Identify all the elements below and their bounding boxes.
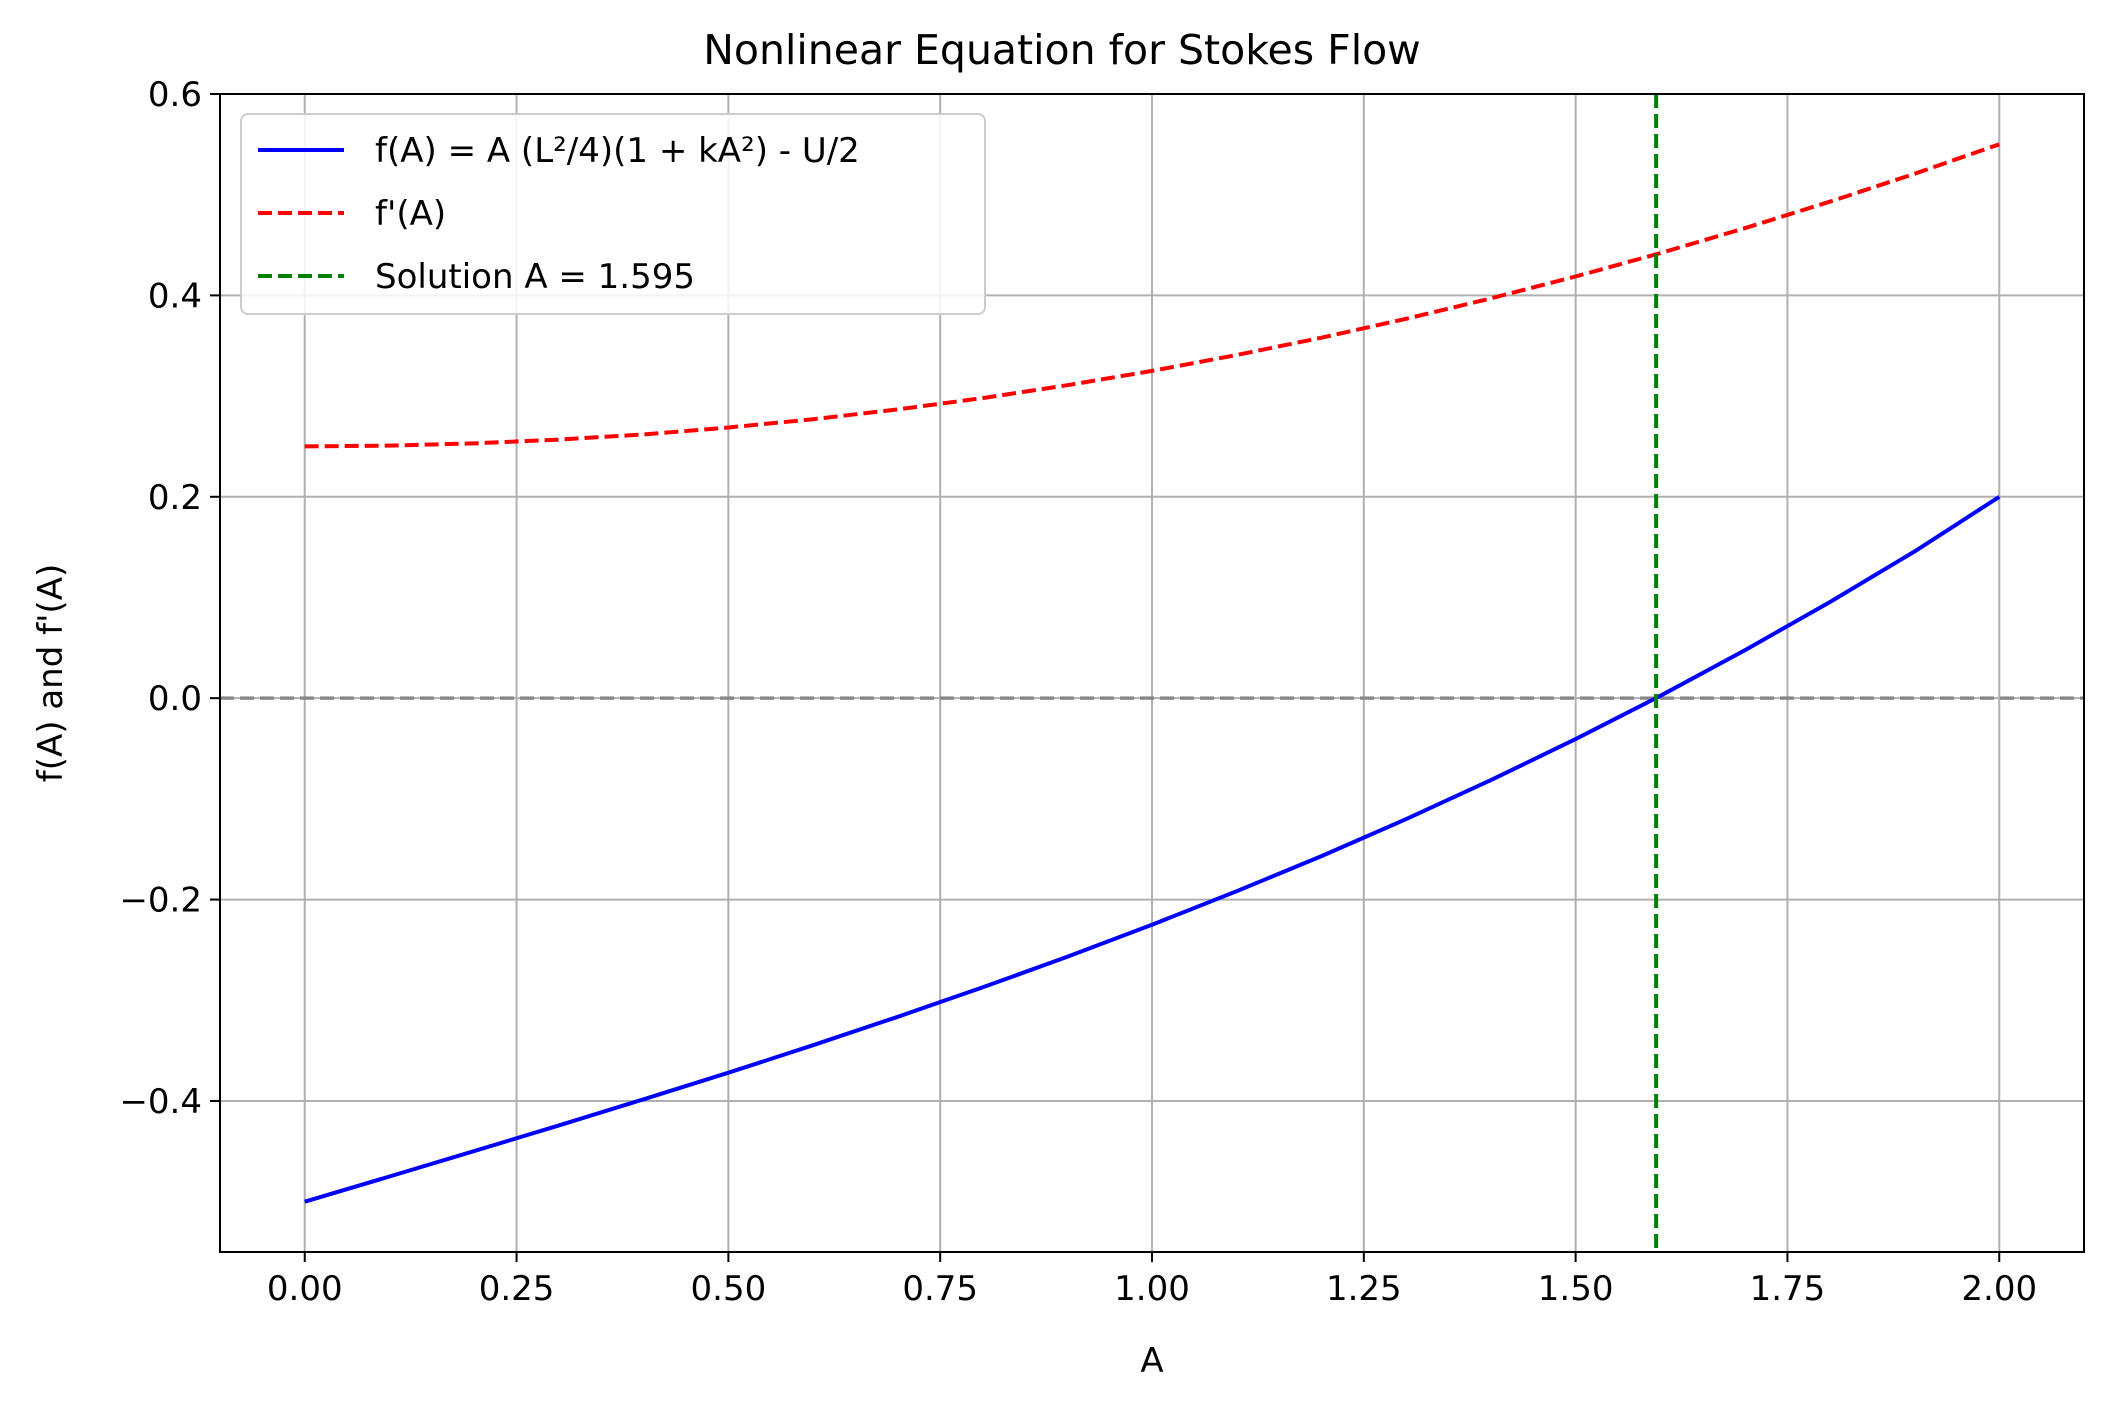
y-tick-label: 0.6 xyxy=(148,75,202,115)
x-tick-label: 1.50 xyxy=(1538,1269,1614,1309)
series-line-1 xyxy=(304,495,2001,1204)
y-tick-label: −0.4 xyxy=(119,1082,202,1122)
x-tick-label: 0.00 xyxy=(267,1269,343,1309)
series-group xyxy=(304,94,2001,1252)
x-tick-label: 1.25 xyxy=(1326,1269,1402,1309)
series-line-2 xyxy=(304,142,2000,449)
legend-label: Solution A = 1.595 xyxy=(375,257,695,297)
legend-label: f'(A) xyxy=(375,194,446,234)
chart-title: Nonlinear Equation for Stokes Flow xyxy=(703,26,1420,74)
legend-box xyxy=(240,113,986,315)
legend: f(A) = A (L²/4)(1 + kA²) - U/2 f'(A) Solut… xyxy=(240,113,986,315)
x-tick-label: 0.50 xyxy=(691,1269,767,1309)
y-ticks: −0.4 −0.2 0.0 0.2 0.4 0.6 xyxy=(119,75,220,1122)
x-axis-label: A xyxy=(1140,1341,1163,1381)
y-tick-label: 0.4 xyxy=(148,276,202,316)
y-tick-label: −0.2 xyxy=(119,881,202,921)
y-tick-label: 0.2 xyxy=(148,478,202,518)
x-tick-label: 0.75 xyxy=(902,1269,978,1309)
y-axis-label: f(A) and f'(A) xyxy=(31,564,71,782)
x-tick-label: 1.00 xyxy=(1114,1269,1190,1309)
x-tick-label: 1.75 xyxy=(1750,1269,1826,1309)
y-tick-label: 0.0 xyxy=(148,679,202,719)
legend-label: f(A) = A (L²/4)(1 + kA²) - U/2 xyxy=(375,131,860,171)
x-tick-label: 2.00 xyxy=(1961,1269,2037,1309)
x-tick-label: 0.25 xyxy=(479,1269,555,1309)
x-ticks: 0.00 0.25 0.50 0.75 1.00 1.25 1.50 1.75 2.00 xyxy=(267,1252,2037,1309)
